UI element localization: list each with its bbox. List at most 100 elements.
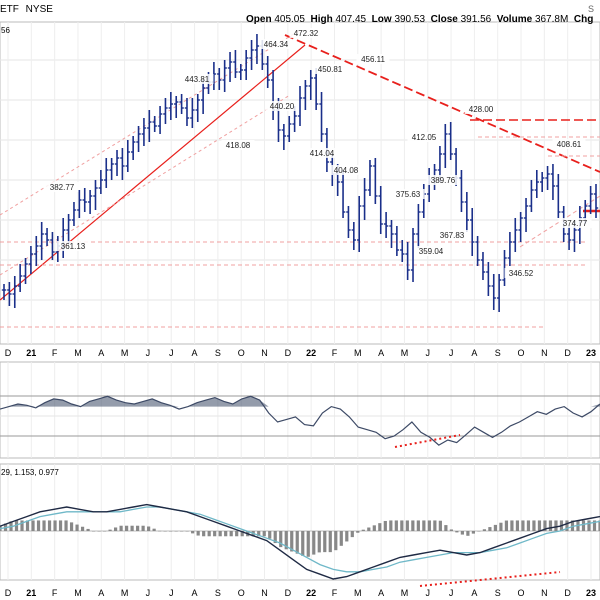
ohlc-bar (87, 190, 93, 214)
ohlc-bar (556, 174, 561, 218)
ohlc-bar (529, 180, 534, 212)
ohlc-bar (12, 276, 17, 308)
macd-histogram-bar (581, 520, 586, 531)
rsi-overbought-fill (0, 396, 600, 407)
price-label: 412.05 (407, 132, 441, 142)
macd-histogram-bar (416, 520, 420, 531)
macd-histogram-bar (570, 520, 575, 531)
x-axis-label: 22 (306, 588, 316, 598)
macd-histogram-bar (196, 531, 200, 536)
x-axis-label: N (541, 588, 548, 598)
rising-channel-outer (0, 94, 291, 276)
x-axis-label: J (146, 348, 151, 358)
ohlc-bar (534, 170, 539, 198)
macd-histogram-bar (592, 520, 597, 531)
price-label: 404.08 (329, 165, 363, 175)
price-label: 359.04 (414, 246, 448, 256)
macd-histogram-bar (163, 531, 167, 532)
macd-histogram-bar (152, 528, 156, 531)
volume-label: Volume (496, 14, 533, 25)
ohlc-bar (141, 118, 147, 146)
ohlc-bar (405, 242, 410, 280)
volume-value: 367.8M (534, 14, 569, 25)
close-value: 391.56 (460, 14, 492, 25)
ohlc-bar (98, 170, 104, 194)
x-axis-label: N (541, 348, 548, 358)
price-label: 472.32 (289, 28, 323, 38)
macd-histogram-bar (356, 531, 360, 533)
rsi-reference-lines (0, 395, 600, 437)
x-axis-label: F (52, 588, 58, 598)
macd-histogram-bar (80, 526, 85, 531)
ohlc-bar (346, 206, 351, 238)
svg-text:374.77: 374.77 (563, 219, 588, 228)
x-axis-labels-macd: D 21 F M A M J J A S O N D 22 F M A M J J A S O N D 23 (5, 588, 596, 598)
macd-histogram-bar (361, 529, 365, 531)
macd-histogram-bar (488, 527, 492, 531)
ohlc-bar (400, 240, 405, 262)
macd-histogram-bar (372, 525, 376, 531)
ohlc-bar (550, 164, 556, 200)
x-axis-label: A (378, 588, 384, 598)
svg-text:418.08: 418.08 (226, 141, 251, 150)
x-axis-label: F (52, 348, 58, 358)
svg-text:428.00: 428.00 (469, 105, 494, 114)
macd-histogram-bar (323, 531, 327, 553)
x-axis-label: M (74, 588, 82, 598)
x-axis-label: J (169, 348, 174, 358)
price-label: 428.00 (464, 104, 498, 114)
price-gridlines (0, 59, 600, 301)
x-axis-label: D (5, 588, 12, 598)
ohlc-bar (588, 186, 593, 214)
macd-histogram-bar (471, 531, 475, 534)
macd-histogram-bar (119, 525, 123, 531)
ohlc-bar (351, 222, 357, 250)
macd-histogram-bar (466, 531, 470, 536)
ohlc-readout: Open 405.05 High 407.45 Low 390.53 Close… (246, 14, 593, 25)
macd-histogram-bar (422, 520, 426, 531)
ohlc-bar (373, 158, 378, 204)
x-axis-label: J (426, 588, 431, 598)
rising-channel-lower (0, 44, 306, 301)
macd-histogram-bar (350, 531, 354, 538)
x-axis-label: M (121, 588, 129, 598)
ohlc-bar (152, 116, 157, 132)
rsi-pane-frame (0, 361, 600, 459)
title-fragment: ETF (0, 4, 19, 15)
ohlc-bar (109, 158, 114, 180)
macd-histogram-bar (207, 531, 211, 537)
x-axis-label: S (215, 348, 221, 358)
macd-histogram-bar (58, 520, 63, 531)
svg-text:375.63: 375.63 (396, 190, 421, 199)
macd-histogram-bar (587, 520, 591, 531)
x-axis-label: D (285, 588, 292, 598)
macd-histogram-bar (312, 531, 316, 555)
rsi-line (0, 395, 600, 446)
ohlc-bar (464, 192, 470, 232)
macd-histogram-bar (334, 531, 338, 551)
price-label: 408.61 (552, 139, 586, 149)
macd-histogram-bar (499, 522, 503, 531)
low-value: 390.53 (394, 14, 426, 25)
macd-histogram-bar (174, 531, 178, 532)
macd-histogram-bar (69, 522, 74, 531)
ohlc-bar (362, 178, 367, 220)
macd-histogram-bar (273, 531, 277, 544)
ohlc-bar (357, 196, 362, 252)
ohlc-bar (593, 184, 599, 218)
ohlc-bar (163, 98, 168, 124)
ohlc-bar (222, 60, 227, 92)
ohlc-bar (448, 122, 453, 160)
x-axis-labels-price: D 21 F M A M J J A S O N D 22 F M A M J J A S O N D 23 (5, 348, 596, 358)
x-axis-label: M (354, 348, 362, 358)
x-axis-label: M (401, 348, 409, 358)
price-label: 464.34 (259, 39, 293, 49)
ohlc-bar (545, 166, 550, 190)
x-axis-label: F (332, 588, 338, 598)
price-label: 374.77 (558, 218, 592, 228)
price-label: 414.04 (305, 148, 339, 158)
macd-histogram-bar (213, 531, 217, 537)
macd-histogram-bar (180, 531, 184, 532)
svg-text:412.05: 412.05 (412, 133, 437, 142)
x-axis-label: D (564, 348, 571, 358)
